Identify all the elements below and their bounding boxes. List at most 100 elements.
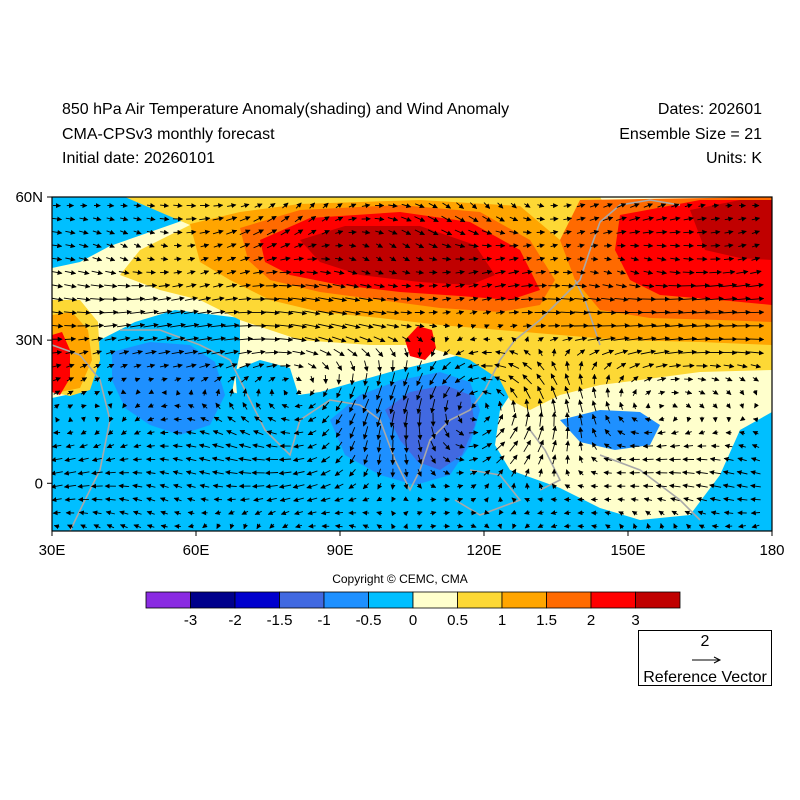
wind-vector: [484, 324, 490, 329]
wind-vector: [469, 457, 479, 462]
wind-vector: [226, 229, 238, 235]
wind-vector: [537, 398, 543, 414]
wind-vector: [386, 310, 400, 316]
wind-vector: [277, 323, 294, 329]
y-tick-label: 60N: [15, 189, 43, 206]
wind-vector: [63, 296, 78, 302]
wind-vector: [603, 457, 612, 462]
wind-vector: [590, 229, 600, 235]
wind-vector: [550, 243, 558, 249]
wind-vector: [481, 283, 493, 289]
wind-vector: [496, 388, 505, 397]
wind-vector: [497, 469, 504, 477]
wind-vector: [94, 390, 100, 396]
wind-vector: [76, 296, 91, 302]
wind-vector: [468, 390, 478, 395]
wind-vector: [467, 363, 480, 369]
wind-vector: [172, 456, 183, 462]
wind-vector: [78, 510, 88, 516]
wind-vector: [294, 403, 303, 409]
wind-vector: [550, 385, 558, 400]
wind-vector: [335, 427, 343, 438]
wind-vector: [430, 440, 436, 452]
wind-vector: [214, 256, 223, 262]
wind-vector: [561, 283, 574, 289]
wind-vector: [133, 256, 142, 262]
wind-vector: [565, 469, 571, 477]
wind-vector: [455, 443, 465, 449]
wind-vector: [335, 230, 344, 235]
wind-vector: [292, 350, 306, 356]
wind-vector: [389, 372, 396, 387]
wind-vector: [633, 523, 638, 529]
wind-vector: [121, 377, 127, 383]
wind-vector: [279, 269, 292, 275]
wind-vector: [253, 497, 264, 503]
wind-vector: [226, 216, 238, 222]
wind-vector: [497, 523, 503, 530]
wind-vector: [358, 310, 374, 316]
wind-vector: [455, 296, 465, 302]
wind-vector: [416, 524, 423, 530]
wind-vector: [442, 442, 451, 451]
wind-vector: [455, 429, 465, 436]
wind-vector: [91, 483, 103, 489]
wind-vector: [183, 322, 200, 328]
wind-vector: [200, 270, 210, 275]
wind-vector: [172, 283, 184, 289]
wind-vector: [710, 443, 720, 449]
wind-vector: [495, 427, 505, 438]
wind-vector: [292, 484, 305, 489]
wind-vector: [550, 216, 559, 222]
wind-vector: [538, 411, 544, 427]
wind-vector: [334, 510, 344, 516]
wind-vector: [587, 296, 602, 302]
x-tick-label: 60E: [183, 542, 210, 559]
wind-vector: [430, 510, 437, 516]
wind-vector: [333, 270, 345, 275]
wind-vector: [618, 388, 624, 397]
wind-vector: [495, 296, 506, 302]
wind-vector: [160, 243, 169, 248]
colorbar-swatch: [145, 591, 191, 609]
wind-vector: [199, 430, 210, 435]
wind-vector: [373, 296, 387, 302]
wind-vector: [389, 348, 396, 358]
wind-vector: [212, 470, 224, 476]
wind-vector: [455, 283, 465, 289]
wind-vector: [376, 454, 382, 466]
wind-vector: [170, 322, 186, 328]
wind-vector: [294, 416, 303, 422]
colorbar-swatch: [323, 591, 369, 609]
wind-vector: [323, 388, 329, 398]
wind-vector: [629, 283, 641, 289]
wind-vector: [642, 483, 654, 489]
wind-vector: [92, 216, 102, 222]
wind-vector: [358, 323, 374, 329]
wind-vector: [295, 376, 302, 382]
wind-vector: [253, 243, 264, 249]
wind-vector: [76, 310, 91, 316]
wind-vector: [498, 509, 504, 516]
wind-vector: [416, 385, 423, 401]
wind-vector: [565, 440, 571, 452]
wind-vector: [292, 457, 305, 463]
wind-vector: [160, 256, 169, 262]
wind-vector: [443, 510, 450, 516]
wind-vector: [619, 401, 624, 410]
wind-vector: [375, 269, 384, 275]
wind-vector: [268, 203, 276, 209]
wind-vector: [614, 296, 629, 302]
wind-vector: [173, 430, 183, 436]
wind-vector: [269, 523, 275, 529]
wind-vector: [495, 310, 506, 315]
wind-vector: [442, 456, 451, 463]
wind-vector: [65, 350, 76, 355]
wind-vector: [537, 439, 544, 453]
wind-vector: [348, 216, 357, 222]
wind-vector: [52, 497, 62, 503]
wind-vector: [604, 243, 613, 249]
wind-vector: [159, 483, 169, 489]
wind-vector: [430, 524, 437, 529]
latitude-axis: 60N 30N 0: [15, 189, 52, 492]
